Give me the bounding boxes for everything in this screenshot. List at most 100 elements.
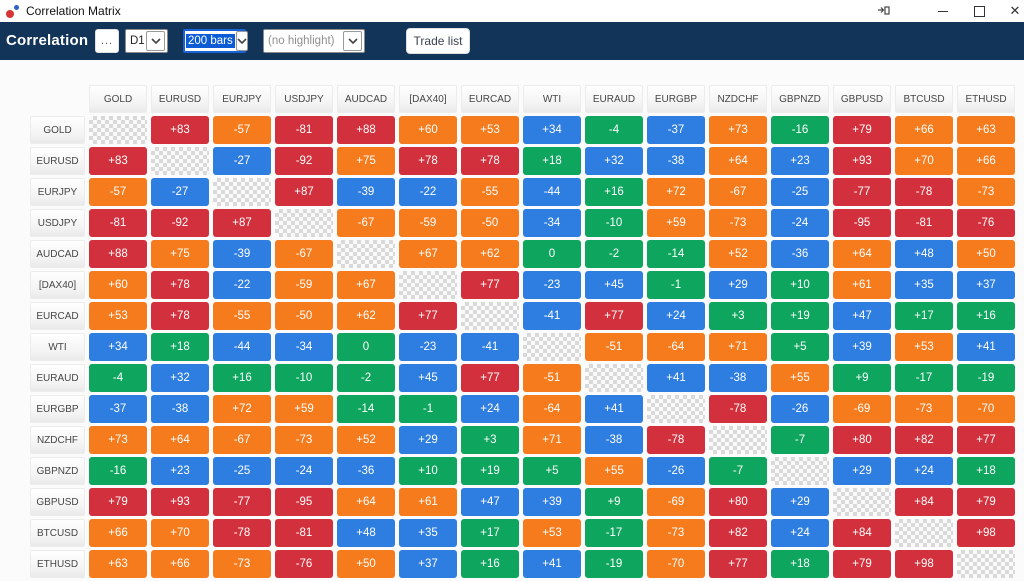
matrix-cell[interactable]: +70 [895,147,953,175]
matrix-cell[interactable]: -50 [461,209,519,237]
matrix-cell[interactable]: +59 [647,209,705,237]
minimize-button[interactable] [928,0,958,22]
matrix-cell[interactable]: +18 [957,457,1015,485]
matrix-cell[interactable]: +78 [399,147,457,175]
matrix-cell[interactable]: +83 [89,147,147,175]
row-header-GBPUSD[interactable]: GBPUSD [30,488,85,516]
row-header-EURGBP[interactable]: EURGBP [30,395,85,423]
matrix-cell[interactable]: -64 [523,395,581,423]
matrix-cell[interactable]: -81 [275,519,333,547]
matrix-cell[interactable]: +37 [957,271,1015,299]
matrix-cell[interactable]: +52 [709,240,767,268]
chevron-down-icon[interactable] [343,31,362,51]
matrix-cell[interactable]: +62 [461,240,519,268]
matrix-cell[interactable]: +55 [771,364,829,392]
matrix-cell[interactable]: -67 [275,240,333,268]
matrix-cell[interactable]: +66 [895,116,953,144]
column-header-BTCUSD[interactable]: BTCUSD [895,85,953,113]
close-button[interactable]: ✕ [1000,0,1024,22]
matrix-cell[interactable]: -92 [151,209,209,237]
matrix-cell[interactable]: -51 [523,364,581,392]
matrix-cell[interactable]: +16 [461,550,519,578]
timeframe-dropdown[interactable]: D1 [125,29,168,53]
matrix-cell[interactable]: -95 [275,488,333,516]
maximize-button[interactable] [964,0,994,22]
matrix-cell[interactable]: -73 [895,395,953,423]
matrix-cell[interactable]: +63 [89,550,147,578]
matrix-cell[interactable]: +84 [833,519,891,547]
matrix-cell[interactable]: +78 [461,147,519,175]
matrix-cell[interactable]: +63 [957,116,1015,144]
matrix-cell[interactable]: +53 [461,116,519,144]
matrix-cell[interactable]: +71 [709,333,767,361]
matrix-cell[interactable]: +39 [833,333,891,361]
matrix-cell[interactable]: +79 [833,116,891,144]
matrix-cell[interactable]: +3 [461,426,519,454]
matrix-cell[interactable]: -73 [957,178,1015,206]
matrix-cell[interactable]: -76 [275,550,333,578]
matrix-cell[interactable]: -55 [461,178,519,206]
matrix-cell[interactable]: -64 [647,333,705,361]
matrix-cell[interactable]: -16 [89,457,147,485]
matrix-cell[interactable]: +87 [275,178,333,206]
highlight-dropdown[interactable]: (no highlight) [263,29,365,53]
matrix-cell[interactable]: -50 [275,302,333,330]
matrix-cell[interactable]: 0 [523,240,581,268]
matrix-cell[interactable]: +23 [771,147,829,175]
matrix-cell[interactable]: -36 [337,457,395,485]
matrix-cell[interactable]: +64 [709,147,767,175]
matrix-cell[interactable]: +61 [833,271,891,299]
matrix-cell[interactable]: -25 [771,178,829,206]
matrix-cell[interactable]: +83 [151,116,209,144]
matrix-cell[interactable]: -41 [461,333,519,361]
matrix-cell[interactable]: -10 [585,209,643,237]
matrix-cell[interactable]: +73 [709,116,767,144]
matrix-cell[interactable]: +32 [585,147,643,175]
row-header-ETHUSD[interactable]: ETHUSD [30,550,85,578]
column-header-GBPNZD[interactable]: GBPNZD [771,85,829,113]
matrix-cell[interactable]: -37 [89,395,147,423]
matrix-cell[interactable]: +70 [151,519,209,547]
row-header-NZDCHF[interactable]: NZDCHF [30,426,85,454]
matrix-cell[interactable]: -81 [895,209,953,237]
matrix-cell[interactable]: +78 [151,271,209,299]
matrix-cell[interactable]: -67 [213,426,271,454]
matrix-cell[interactable]: -7 [709,457,767,485]
matrix-cell[interactable]: +67 [399,240,457,268]
detach-window-icon[interactable] [868,0,898,22]
matrix-cell[interactable]: +29 [399,426,457,454]
matrix-cell[interactable]: +77 [709,550,767,578]
chevron-down-icon[interactable] [235,31,248,51]
matrix-cell[interactable]: +48 [895,240,953,268]
matrix-cell[interactable]: -22 [213,271,271,299]
matrix-cell[interactable]: +87 [213,209,271,237]
row-header-EURCAD[interactable]: EURCAD [30,302,85,330]
matrix-cell[interactable]: +73 [89,426,147,454]
matrix-cell[interactable]: -38 [585,426,643,454]
matrix-cell[interactable]: +64 [151,426,209,454]
column-header-NZDCHF[interactable]: NZDCHF [709,85,767,113]
matrix-cell[interactable]: +10 [771,271,829,299]
matrix-cell[interactable]: +79 [957,488,1015,516]
column-header-ETHUSD[interactable]: ETHUSD [957,85,1015,113]
matrix-cell[interactable]: -34 [275,333,333,361]
matrix-cell[interactable]: -38 [151,395,209,423]
matrix-cell[interactable]: +78 [151,302,209,330]
matrix-cell[interactable]: +32 [151,364,209,392]
matrix-cell[interactable]: +71 [523,426,581,454]
matrix-cell[interactable]: -19 [585,550,643,578]
column-header-EURGBP[interactable]: EURGBP [647,85,705,113]
matrix-cell[interactable]: -73 [213,550,271,578]
matrix-cell[interactable]: +60 [89,271,147,299]
row-header-EURAUD[interactable]: EURAUD [30,364,85,392]
row-header-AUDCAD[interactable]: AUDCAD [30,240,85,268]
matrix-cell[interactable]: -44 [213,333,271,361]
matrix-cell[interactable]: -23 [399,333,457,361]
matrix-cell[interactable]: +98 [895,550,953,578]
matrix-cell[interactable]: -4 [585,116,643,144]
matrix-cell[interactable]: +88 [337,116,395,144]
matrix-cell[interactable]: +62 [337,302,395,330]
matrix-cell[interactable]: +29 [709,271,767,299]
matrix-cell[interactable]: +66 [89,519,147,547]
matrix-cell[interactable]: -81 [275,116,333,144]
